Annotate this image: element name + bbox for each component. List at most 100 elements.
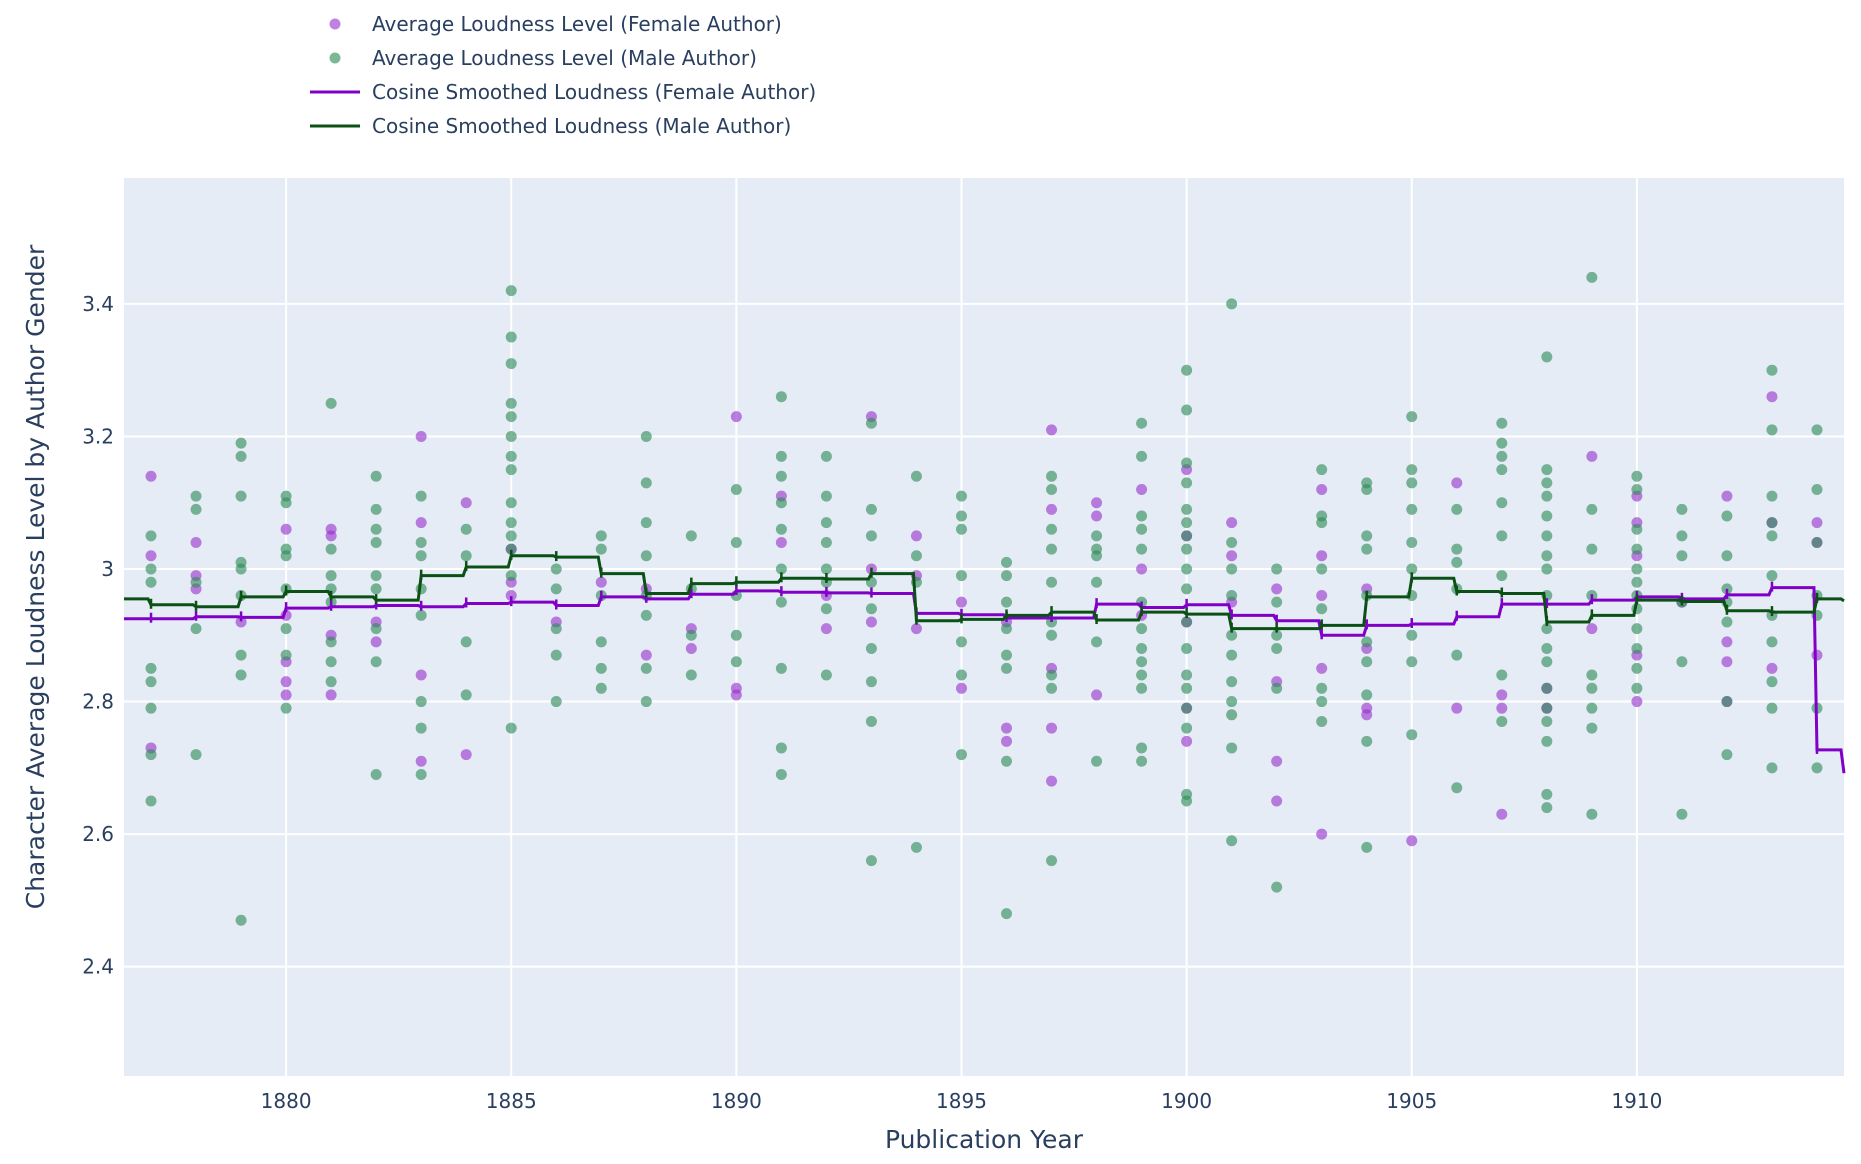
- y-tick-label: 2.8: [82, 690, 114, 714]
- data-point: [1766, 662, 1778, 674]
- data-point: [1181, 404, 1193, 416]
- legend-item[interactable]: Cosine Smoothed Loudness (Male Author): [310, 114, 791, 138]
- data-point: [505, 497, 517, 509]
- data-point: [955, 749, 967, 761]
- data-point: [1181, 457, 1193, 469]
- data-point: [1361, 636, 1373, 648]
- data-point: [1586, 682, 1598, 694]
- data-point: [640, 696, 652, 708]
- data-point: [820, 490, 832, 502]
- data-point: [730, 537, 742, 549]
- data-point: [1586, 702, 1598, 714]
- data-point: [1406, 477, 1418, 489]
- data-point: [235, 490, 247, 502]
- data-point: [1406, 835, 1418, 847]
- data-point: [1631, 662, 1643, 674]
- data-point: [145, 702, 157, 714]
- data-point: [460, 523, 472, 535]
- data-point: [1046, 523, 1058, 535]
- data-point: [505, 358, 517, 370]
- data-point: [1181, 682, 1193, 694]
- data-point: [235, 450, 247, 462]
- data-point: [505, 570, 517, 582]
- x-tick-label: 1900: [1161, 1089, 1212, 1113]
- data-point: [1541, 802, 1553, 814]
- data-point: [1136, 669, 1148, 681]
- data-point: [1226, 563, 1238, 575]
- data-point: [1226, 835, 1238, 847]
- data-point: [370, 656, 382, 668]
- data-point: [1316, 603, 1328, 615]
- legend-marker: [329, 52, 341, 64]
- data-point: [1091, 636, 1103, 648]
- data-point: [1451, 702, 1463, 714]
- data-point: [1631, 543, 1643, 555]
- data-point: [955, 490, 967, 502]
- data-point: [910, 550, 922, 562]
- data-point: [1136, 656, 1148, 668]
- data-point: [1586, 503, 1598, 515]
- data-point: [1361, 530, 1373, 542]
- data-point: [1226, 590, 1238, 602]
- data-point: [1316, 696, 1328, 708]
- y-tick-label: 2.6: [82, 822, 114, 846]
- data-point: [1361, 841, 1373, 853]
- data-point: [415, 696, 427, 708]
- data-point: [1271, 682, 1283, 694]
- x-tick-label: 1885: [486, 1089, 537, 1113]
- legend-item[interactable]: Cosine Smoothed Loudness (Female Author): [310, 80, 816, 104]
- data-point: [730, 629, 742, 641]
- data-point: [1406, 629, 1418, 641]
- data-point: [1496, 715, 1508, 727]
- data-point: [865, 676, 877, 688]
- data-point: [460, 550, 472, 562]
- legend[interactable]: Average Loudness Level (Female Author) Av…: [310, 12, 816, 138]
- data-point: [1451, 782, 1463, 794]
- data-point: [685, 669, 697, 681]
- data-point: [730, 656, 742, 668]
- data-point: [145, 563, 157, 575]
- data-point: [505, 464, 517, 476]
- data-point: [415, 669, 427, 681]
- data-point: [820, 537, 832, 549]
- data-point: [415, 537, 427, 549]
- data-point: [1631, 623, 1643, 635]
- data-point: [1631, 576, 1643, 588]
- data-point: [415, 609, 427, 621]
- data-point: [1766, 490, 1778, 502]
- data-point: [1451, 503, 1463, 515]
- data-point: [1541, 656, 1553, 668]
- data-point: [1181, 364, 1193, 376]
- data-point: [370, 570, 382, 582]
- data-point: [1721, 616, 1733, 628]
- data-point: [1586, 450, 1598, 462]
- data-point: [865, 715, 877, 727]
- data-point: [1136, 563, 1148, 575]
- data-point: [280, 550, 292, 562]
- data-point: [1001, 596, 1013, 608]
- data-point: [325, 689, 337, 701]
- data-point: [1136, 682, 1148, 694]
- data-point: [1541, 682, 1553, 694]
- data-point: [1406, 411, 1418, 423]
- data-point: [1046, 483, 1058, 495]
- data-point: [1541, 510, 1553, 522]
- data-point: [865, 417, 877, 429]
- data-point: [505, 590, 517, 602]
- data-point: [865, 530, 877, 542]
- data-point: [1181, 616, 1193, 628]
- legend-item[interactable]: Average Loudness Level (Female Author): [329, 12, 782, 36]
- data-point: [1496, 570, 1508, 582]
- data-point: [1361, 543, 1373, 555]
- data-point: [1046, 503, 1058, 515]
- data-point: [1451, 543, 1463, 555]
- data-point: [1001, 649, 1013, 661]
- data-point: [280, 689, 292, 701]
- data-point: [1541, 788, 1553, 800]
- data-point: [1136, 755, 1148, 767]
- legend-item[interactable]: Average Loudness Level (Male Author): [329, 46, 757, 70]
- data-point: [1631, 563, 1643, 575]
- data-point: [415, 768, 427, 780]
- data-point: [1361, 709, 1373, 721]
